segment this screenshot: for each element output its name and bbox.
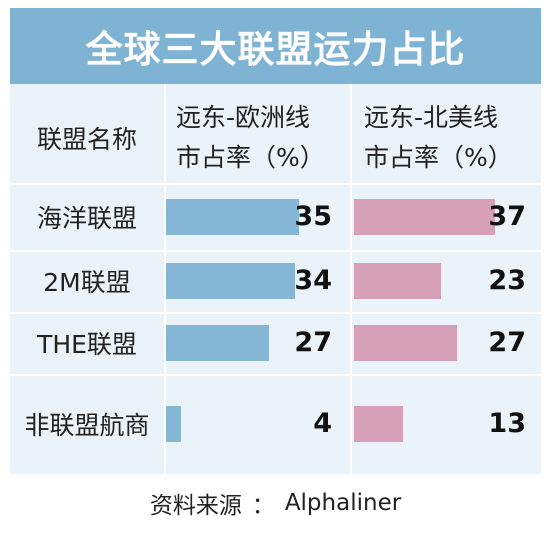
value-label-america: 27 xyxy=(488,327,526,358)
column-divider-2 xyxy=(350,84,352,474)
source-label: 资料来源 xyxy=(149,493,242,519)
header-america-line1: 远东-北美线 xyxy=(364,103,499,132)
value-label-america: 23 xyxy=(488,265,526,296)
row-label: 非联盟航商 xyxy=(24,411,150,440)
row-divider-header xyxy=(10,183,541,185)
source-value: Alphaliner xyxy=(284,490,402,516)
header-europe-line2: 市占率（%） xyxy=(176,143,325,172)
row-label: THE联盟 xyxy=(37,330,137,359)
header-alliance-name: 联盟名称 xyxy=(36,125,137,154)
source-separator: ： xyxy=(251,493,275,519)
bar-america xyxy=(354,199,495,235)
value-label-europe: 34 xyxy=(294,265,332,296)
row-divider-3 xyxy=(10,374,541,376)
column-divider-1 xyxy=(164,84,166,474)
header-america-line2: 市占率（%） xyxy=(364,143,513,172)
value-label-europe: 35 xyxy=(294,201,332,232)
header-america: 远东-北美线 市占率（%） xyxy=(364,98,513,182)
value-label-europe: 27 xyxy=(294,327,332,358)
bar-europe xyxy=(166,406,181,442)
bar-america xyxy=(354,325,457,361)
bar-america xyxy=(354,406,403,442)
chart-title: 全球三大联盟运力占比 xyxy=(10,8,541,84)
row-divider-1 xyxy=(10,250,541,252)
row-label: 2M联盟 xyxy=(43,268,131,297)
bar-europe xyxy=(166,263,295,299)
value-label-america: 37 xyxy=(488,201,526,232)
bar-america xyxy=(354,263,441,299)
value-label-europe: 4 xyxy=(313,408,332,439)
header-europe: 远东-欧洲线 市占率（%） xyxy=(176,98,325,182)
value-label-america: 13 xyxy=(488,408,526,439)
header-europe-line1: 远东-欧洲线 xyxy=(176,103,311,132)
bar-europe xyxy=(166,199,299,235)
row-label: 海洋联盟 xyxy=(36,204,137,233)
row-divider-2 xyxy=(10,312,541,314)
bar-europe xyxy=(166,325,269,361)
source-note: 资料来源 ： Alphaliner xyxy=(10,478,541,528)
